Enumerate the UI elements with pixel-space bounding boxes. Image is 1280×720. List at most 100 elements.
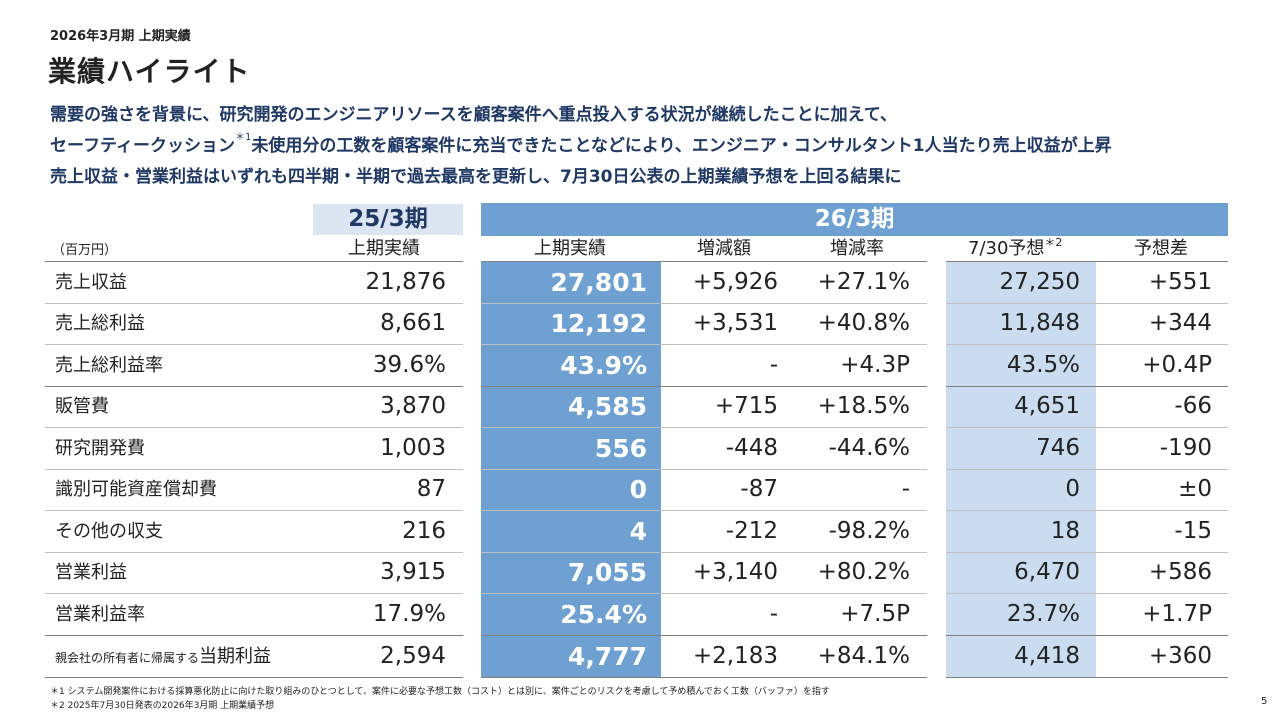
row-separator — [45, 386, 463, 387]
cell-change-amount: -448 — [725, 435, 778, 461]
cell-change-rate: +27.1% — [817, 269, 910, 295]
cell-curr-actual: 7,055 — [567, 558, 647, 587]
cell-curr-actual: 0 — [629, 475, 647, 504]
row-label: 営業利益 — [55, 552, 127, 593]
cell-forecast-diff: +551 — [1148, 269, 1212, 295]
row-separator — [481, 677, 927, 678]
cell-forecast: 4,651 — [1014, 393, 1080, 419]
summary-line-2: セーフティークッション＊1未使用分の工数を顧客案件に充当できたことなどにより、エ… — [50, 131, 1260, 162]
row-label-text: 売上総利益 — [55, 313, 145, 334]
cell-curr-actual: 556 — [594, 434, 647, 463]
row-label-text: 営業利益 — [55, 562, 127, 583]
cell-forecast-diff: +360 — [1148, 643, 1212, 669]
row-separator — [45, 469, 463, 470]
row-separator — [946, 427, 1228, 428]
row-separator — [45, 510, 463, 511]
summary-line-3: 売上収益・営業利益はいずれも四半期・半期で過去最高を更新し、7月30日公表の上期… — [50, 167, 902, 187]
row-separator — [45, 635, 463, 636]
cell-curr-actual: 4 — [629, 517, 647, 546]
cell-change-amount: +3,531 — [692, 310, 778, 336]
footnote-ref-1: ＊1 — [234, 132, 252, 143]
cell-prev-actual: 3,870 — [380, 393, 446, 419]
col-header-change-rate: 増減率 — [830, 238, 884, 259]
period-header-prev: 25/3期 — [313, 204, 463, 235]
cell-change-amount: +2,183 — [692, 643, 778, 669]
row-label-text: 販管費 — [55, 396, 109, 417]
row-separator — [481, 427, 927, 428]
cell-prev-actual: 2,594 — [380, 643, 446, 669]
row-separator — [481, 552, 927, 553]
col-header-curr-actual: 上期実績 — [534, 238, 606, 259]
row-separator — [45, 344, 463, 345]
cell-curr-actual: 4,777 — [567, 642, 647, 671]
cell-prev-actual: 3,915 — [380, 559, 446, 585]
row-label-text: 売上収益 — [55, 272, 127, 293]
row-separator — [481, 261, 927, 262]
unit-label: （百万円） — [52, 243, 118, 258]
row-separator — [45, 552, 463, 553]
row-separator — [946, 510, 1228, 511]
col-header-forecast: 7/30予想＊2 — [968, 237, 1062, 261]
cell-prev-actual: 39.6% — [372, 352, 446, 378]
row-separator — [946, 261, 1228, 262]
cell-forecast-diff: -190 — [1159, 435, 1212, 461]
cell-change-amount: -87 — [740, 476, 778, 502]
cell-change-amount: +3,140 — [692, 559, 778, 585]
row-separator — [481, 510, 927, 511]
row-separator — [481, 593, 927, 594]
row-separator — [481, 635, 927, 636]
row-separator — [946, 552, 1228, 553]
cell-curr-actual: 27,801 — [550, 268, 647, 297]
row-separator — [45, 427, 463, 428]
page-subtitle: 2026年3月期 上期実績 — [50, 29, 191, 44]
cell-change-rate: -98.2% — [828, 518, 910, 544]
cell-change-amount: -212 — [725, 518, 778, 544]
cell-curr-actual: 25.4% — [560, 600, 647, 629]
summary-line-2a: セーフティークッション — [50, 136, 235, 156]
period-header-curr: 26/3期 — [481, 203, 1228, 236]
cell-curr-actual: 43.9% — [560, 351, 647, 380]
cell-forecast: 4,418 — [1014, 643, 1080, 669]
row-separator — [946, 344, 1228, 345]
row-label-text: 当期利益 — [199, 646, 272, 667]
row-separator — [946, 303, 1228, 304]
row-label: 販管費 — [55, 386, 109, 427]
cell-forecast: 43.5% — [1006, 352, 1080, 378]
row-label: その他の収支 — [55, 511, 163, 552]
row-separator — [45, 261, 463, 262]
col-header-forecast-label: 7/30予想 — [968, 238, 1045, 259]
cell-change-amount: +5,926 — [692, 269, 778, 295]
cell-change-amount: - — [769, 601, 778, 627]
row-separator — [946, 677, 1228, 678]
row-label-text: 研究開発費 — [55, 438, 145, 459]
row-separator — [946, 635, 1228, 636]
row-label-text: 売上総利益率 — [55, 355, 163, 376]
cell-forecast-diff: -15 — [1174, 518, 1212, 544]
summary-text: 需要の強さを背景に、研究開発のエンジニアリソースを顧客案件へ重点投入する状況が継… — [50, 100, 1260, 193]
row-label: 研究開発費 — [55, 428, 145, 469]
cell-prev-actual: 17.9% — [372, 601, 446, 627]
row-separator — [946, 469, 1228, 470]
summary-line-1: 需要の強さを背景に、研究開発のエンジニアリソースを顧客案件へ重点投入する状況が継… — [50, 105, 897, 125]
summary-line-2b: 未使用分の工数を顧客案件に充当できたことなどにより、エンジニア・コンサルタント1… — [251, 136, 1112, 156]
cell-forecast-diff: +344 — [1148, 310, 1212, 336]
cell-prev-actual: 87 — [416, 476, 446, 502]
cell-change-rate: +80.2% — [817, 559, 910, 585]
row-label-text: その他の収支 — [55, 521, 163, 542]
footnote-1: ＊1 システム開発案件における採算悪化防止に向けた取り組みのひとつとして、案件に… — [50, 687, 830, 697]
cell-forecast: 11,848 — [999, 310, 1080, 336]
cell-change-rate: +7.5P — [840, 601, 910, 627]
cell-forecast-diff: -66 — [1174, 393, 1212, 419]
cell-curr-actual: 12,192 — [550, 309, 647, 338]
row-label: 営業利益率 — [55, 594, 145, 635]
cell-change-rate: - — [901, 476, 910, 502]
row-label-prefix: 親会社の所有者に帰属する — [55, 651, 200, 665]
col-header-forecast-diff: 予想差 — [1134, 238, 1188, 259]
cell-change-amount: - — [769, 352, 778, 378]
cell-forecast-diff: +1.7P — [1142, 601, 1212, 627]
row-label: 親会社の所有者に帰属する当期利益 — [55, 636, 271, 677]
row-label-text: 営業利益率 — [55, 604, 145, 625]
cell-forecast: 23.7% — [1006, 601, 1080, 627]
row-label: 売上総利益 — [55, 303, 145, 344]
row-separator — [481, 469, 927, 470]
